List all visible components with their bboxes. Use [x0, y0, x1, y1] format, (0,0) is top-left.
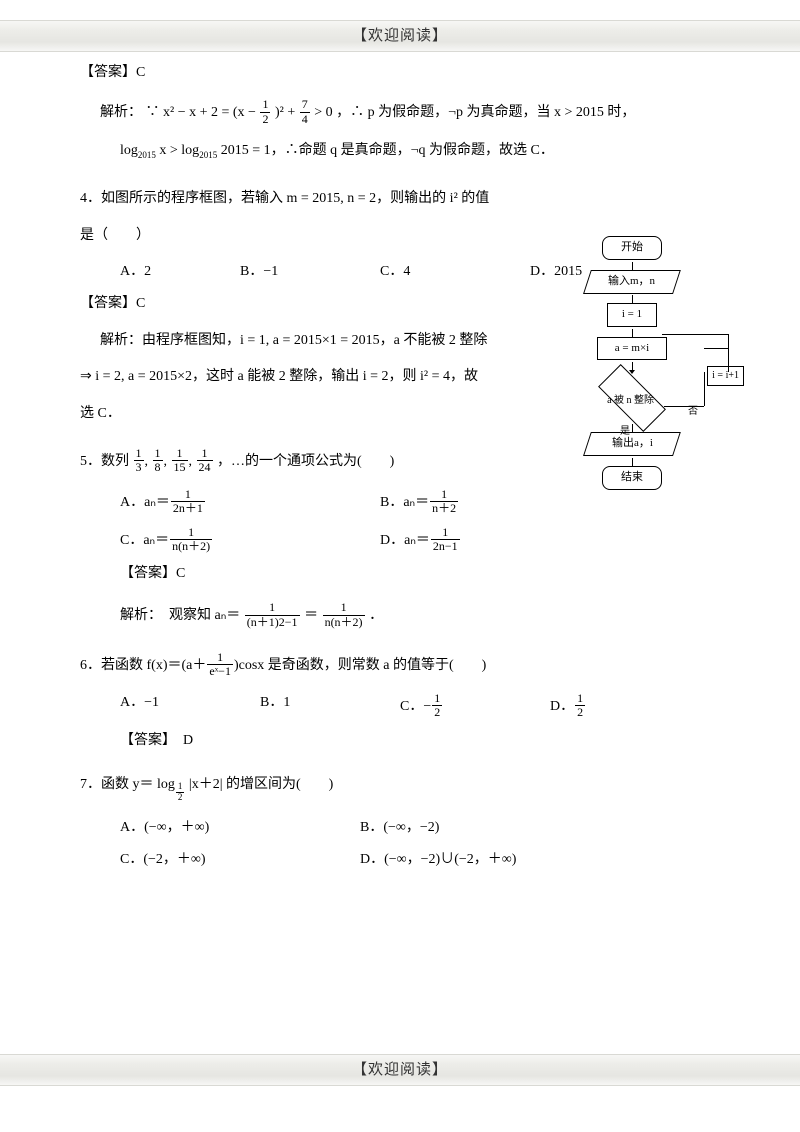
answer-label: 【答案】C — [80, 62, 720, 84]
q5-exp: 解析： 观察知 aₙ＝ 1(n＋1)2−1 ＝ 1n(n＋2) ． — [80, 601, 720, 628]
q6-opt-c: C．−12 — [400, 692, 550, 719]
q6-opt-b: B．1 — [260, 692, 400, 719]
q5-opt-b: B．aₙ＝1n＋2 — [380, 488, 459, 515]
flow-calc: a = m×i — [597, 337, 667, 361]
q5-opt-a: A．aₙ＝12n＋1 — [120, 488, 380, 515]
header-banner: 【欢迎阅读】 — [0, 20, 800, 52]
q5-opt-d: D．aₙ＝12n−1 — [380, 526, 461, 553]
q4-opt-c: C．4 — [380, 261, 530, 283]
q7-opt-a: A．(−∞，＋∞) — [120, 817, 360, 839]
q4-opt-b: B．−1 — [240, 261, 380, 283]
q6-answer: 【答案】 D — [80, 730, 720, 752]
flow-start: 开始 — [602, 236, 662, 260]
q5-options-row1: A．aₙ＝12n＋1 B．aₙ＝1n＋2 — [80, 488, 720, 515]
q6-opt-d: D．12 — [550, 692, 586, 719]
frac-half: 12 — [260, 98, 270, 125]
flowchart: 开始 输入m，n i = 1 a = m×i a 被 n 整除 输出a，i 结束… — [572, 236, 742, 492]
q5-answer: 【答案】C — [80, 563, 720, 585]
q4-text: 4．如图所示的程序框图，若输入 m = 2015, n = 2，则输出的 i² … — [80, 188, 720, 210]
flow-yes: 是 — [620, 424, 630, 440]
flow-input: 输入m，n — [583, 270, 681, 294]
explain-line-2: log2015 x > log2015 2015 = 1，∴命题 q 是真命题，… — [80, 140, 720, 162]
explain-1c: > 0 ，∴ p 为假命题，¬p 为真命题，当 x > 2015 时， — [314, 106, 635, 121]
q6-opt-a: A．−1 — [120, 692, 260, 719]
q7-opt-d: D．(−∞，−2)∪(−2，＋∞) — [360, 849, 516, 871]
q5-opt-c: C．aₙ＝1n(n＋2) — [120, 526, 380, 553]
flow-end: 结束 — [602, 466, 662, 490]
frac-74: 74 — [300, 98, 310, 125]
q7-opt-c: C．(−2，＋∞) — [120, 849, 360, 871]
explain-1b: )² + — [275, 106, 299, 121]
flow-inc: i = i+1 — [707, 366, 744, 386]
q5-options-row2: C．aₙ＝1n(n＋2) D．aₙ＝12n−1 — [80, 526, 720, 553]
q7-options-row1: A．(−∞，＋∞) B．(−∞，−2) — [80, 817, 720, 839]
q7-text: 7．函数 y＝ log12 |x＋2| 的增区间为( ) — [80, 774, 720, 803]
q7-options-row2: C．(−2，＋∞) D．(−∞，−2)∪(−2，＋∞) — [80, 849, 720, 871]
q7-opt-b: B．(−∞，−2) — [360, 817, 439, 839]
explain-prefix: 解析： — [100, 106, 142, 121]
explain-line-1: 解析： ∵ x² − x + 2 = (x − 12 )² + 74 > 0 ，… — [80, 98, 720, 125]
footer-banner: 【欢迎阅读】 — [0, 1054, 800, 1086]
explain-1a: ∵ x² − x + 2 = (x − — [146, 106, 260, 121]
flow-output: 输出a，i — [583, 432, 681, 456]
q6-text: 6．若函数 f(x)＝(a＋1eˣ−1)cosx 是奇函数，则常数 a 的值等于… — [80, 651, 720, 678]
flow-cond: a 被 n 整除 — [598, 364, 666, 432]
flow-init: i = 1 — [607, 303, 657, 327]
q6-options: A．−1 B．1 C．−12 D．12 — [80, 692, 720, 719]
q4-opt-a: A．2 — [120, 261, 240, 283]
